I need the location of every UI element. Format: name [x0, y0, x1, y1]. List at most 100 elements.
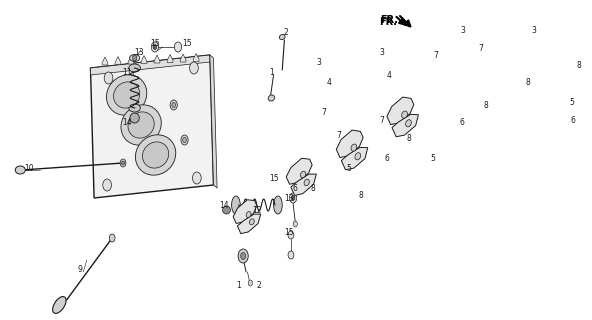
Circle shape [451, 97, 456, 104]
Text: 8: 8 [484, 100, 488, 109]
Text: 12: 12 [252, 205, 262, 214]
Ellipse shape [249, 219, 254, 225]
Circle shape [103, 179, 111, 191]
Circle shape [288, 231, 294, 239]
Text: 8: 8 [577, 60, 581, 69]
Ellipse shape [406, 120, 411, 127]
Text: 6: 6 [459, 117, 464, 126]
Ellipse shape [503, 73, 509, 80]
Circle shape [288, 251, 294, 259]
Text: 6: 6 [293, 183, 298, 193]
Text: 4: 4 [327, 77, 332, 86]
Text: 3: 3 [316, 58, 321, 67]
Circle shape [170, 100, 178, 110]
Text: 6: 6 [571, 116, 575, 124]
Text: FR.: FR. [380, 15, 398, 25]
Ellipse shape [351, 144, 357, 151]
Circle shape [238, 249, 248, 263]
Polygon shape [286, 158, 312, 184]
Circle shape [347, 140, 352, 147]
Ellipse shape [304, 179, 310, 186]
Polygon shape [392, 114, 419, 137]
Circle shape [353, 155, 358, 162]
Text: 14: 14 [122, 117, 131, 126]
Text: 8: 8 [358, 190, 363, 199]
Circle shape [243, 209, 246, 214]
Ellipse shape [500, 64, 505, 71]
Ellipse shape [129, 64, 140, 72]
Polygon shape [167, 54, 173, 62]
Ellipse shape [129, 104, 140, 112]
Text: 7: 7 [336, 131, 341, 140]
Ellipse shape [136, 135, 176, 175]
Circle shape [501, 75, 506, 82]
Ellipse shape [143, 142, 169, 168]
Polygon shape [336, 130, 363, 157]
Circle shape [104, 72, 113, 84]
Circle shape [445, 83, 449, 89]
Text: FR.: FR. [379, 17, 397, 27]
Text: 1: 1 [269, 68, 274, 76]
Circle shape [151, 42, 159, 52]
Polygon shape [433, 72, 462, 100]
Circle shape [240, 252, 246, 260]
Circle shape [289, 193, 297, 203]
Text: 13: 13 [134, 47, 144, 57]
Circle shape [189, 62, 198, 74]
Polygon shape [180, 54, 186, 62]
Circle shape [133, 55, 137, 61]
Text: 6: 6 [384, 154, 389, 163]
Text: 5: 5 [570, 98, 574, 107]
Ellipse shape [355, 153, 361, 160]
Ellipse shape [223, 206, 230, 214]
Ellipse shape [449, 86, 455, 93]
Polygon shape [128, 56, 134, 64]
Circle shape [495, 60, 500, 67]
Circle shape [175, 42, 182, 52]
Circle shape [404, 122, 408, 129]
Polygon shape [439, 89, 466, 112]
Circle shape [297, 168, 301, 174]
Ellipse shape [121, 105, 161, 145]
Ellipse shape [15, 166, 25, 174]
Text: 5: 5 [430, 154, 435, 163]
Ellipse shape [231, 196, 240, 214]
Ellipse shape [268, 95, 275, 101]
Text: 1: 1 [236, 281, 241, 290]
Ellipse shape [130, 54, 140, 61]
Polygon shape [102, 57, 108, 65]
Circle shape [192, 172, 201, 184]
Circle shape [110, 234, 115, 242]
Text: 7: 7 [379, 116, 385, 124]
Polygon shape [291, 174, 316, 196]
Text: 2: 2 [284, 28, 288, 36]
Text: 3: 3 [379, 47, 385, 57]
Circle shape [181, 135, 188, 145]
Text: 15: 15 [150, 38, 160, 47]
Ellipse shape [128, 112, 155, 138]
Circle shape [397, 108, 402, 114]
Polygon shape [154, 55, 160, 63]
Text: 8: 8 [310, 183, 315, 193]
Text: 3: 3 [461, 26, 465, 35]
Text: 10: 10 [24, 164, 34, 172]
Polygon shape [141, 55, 147, 63]
Polygon shape [210, 55, 217, 188]
Text: 7: 7 [322, 108, 327, 116]
Circle shape [153, 44, 157, 50]
Circle shape [248, 221, 252, 226]
Ellipse shape [246, 212, 251, 218]
Polygon shape [237, 214, 260, 234]
Text: 15: 15 [285, 228, 294, 236]
Ellipse shape [130, 113, 139, 123]
Text: 7: 7 [433, 51, 438, 60]
Ellipse shape [402, 111, 407, 118]
Polygon shape [484, 50, 512, 78]
Polygon shape [342, 148, 368, 170]
Circle shape [183, 138, 186, 142]
Polygon shape [233, 200, 257, 223]
Ellipse shape [53, 297, 66, 313]
Polygon shape [91, 55, 210, 75]
Polygon shape [387, 97, 414, 124]
Text: 4: 4 [387, 70, 392, 79]
